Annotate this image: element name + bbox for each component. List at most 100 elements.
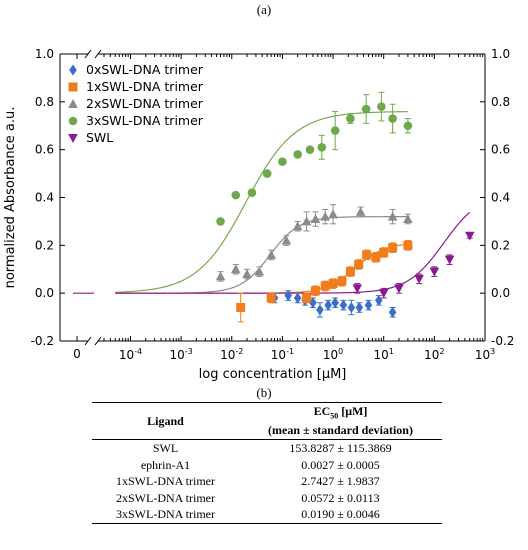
x-tick-label-exponent: 0 — [338, 347, 343, 356]
ligand-cell: 3xSWL-DNA trimer — [116, 507, 215, 522]
data-point — [464, 231, 475, 241]
x-tick-label-exponent: -3 — [185, 347, 193, 356]
panel-a-label: (a) — [256, 2, 272, 17]
ec50-header-unit: [μM] — [338, 404, 368, 418]
y-tick-label-left: -0.2 — [31, 334, 54, 348]
legend-label: 2xSWL-DNA trimer — [86, 96, 204, 111]
x-tick-label-base: 10 — [169, 348, 184, 362]
data-point — [254, 266, 265, 276]
ec50-header-note: (mean ± standard deviation) — [268, 423, 413, 438]
data-point — [266, 293, 276, 303]
axis-break-mark — [94, 336, 102, 346]
legend-label: 1xSWL-DNA trimer — [86, 79, 204, 94]
data-point — [278, 157, 287, 166]
data-point — [375, 294, 383, 306]
ec50-table: Ligand EC50 [μM] (mean ± standard deviat… — [92, 402, 442, 524]
ec50-cell: 0.0190 ± 0.0046 — [301, 507, 380, 522]
ec50-cell: 2.7427 ± 1.9837 — [301, 474, 380, 489]
data-point — [216, 217, 225, 226]
data-point — [377, 102, 386, 111]
data-point — [292, 221, 303, 231]
y-tick-label-right: 0.0 — [491, 286, 510, 300]
y-tick-label-right: 0.6 — [491, 143, 510, 157]
x-tick-label-exponent: 2 — [439, 347, 444, 356]
data-point — [364, 299, 373, 311]
y-tick-label-left: 0.4 — [35, 191, 54, 205]
legend-marker — [68, 82, 78, 92]
x-tick-label-exponent: 3 — [490, 347, 495, 356]
ligand-cell: SWL — [152, 441, 179, 456]
data-point — [345, 267, 355, 277]
x-tick-label-exponent: -1 — [286, 347, 294, 356]
data-point — [387, 211, 398, 221]
data-point — [378, 289, 389, 299]
data-point — [355, 206, 366, 216]
data-point — [429, 267, 440, 277]
legend-marker — [68, 116, 78, 126]
axis-break-mark — [84, 336, 92, 346]
x-tick-label-base: 10 — [220, 348, 235, 362]
ec50-header-label: EC — [313, 404, 331, 418]
data-point — [320, 281, 330, 291]
data-point — [231, 190, 241, 200]
data-point — [305, 145, 315, 154]
data-point — [317, 142, 327, 152]
legend-marker — [68, 99, 78, 108]
data-point — [331, 297, 339, 309]
y-tick-label-left: 1.0 — [35, 47, 54, 61]
y-tick-label-right: 1.0 — [491, 47, 510, 61]
y-tick-label-left: 0.6 — [35, 143, 54, 157]
ligand-cell: 1xSWL-DNA trimer — [116, 474, 215, 489]
ligand-cell: 2xSWL-DNA trimer — [116, 490, 215, 505]
table-row: 3xSWL-DNA trimer 0.0190 ± 0.0046 — [92, 506, 442, 523]
data-point — [301, 216, 312, 226]
data-point — [379, 248, 389, 258]
data-point — [320, 211, 331, 221]
ec50-column-header: EC50 [μM] (mean ± standard deviation) — [239, 403, 442, 440]
data-point — [281, 235, 292, 245]
data-point — [266, 249, 276, 259]
legend-label: 3xSWL-DNA trimer — [86, 113, 204, 128]
data-point — [215, 271, 226, 281]
data-point — [352, 284, 363, 294]
x-tick-label: 10-2 — [220, 347, 243, 362]
data-point — [330, 126, 340, 135]
fit-curve — [115, 211, 471, 294]
data-point — [339, 299, 348, 311]
table-row: 2xSWL-DNA trimer 0.0572 ± 0.0113 — [92, 490, 442, 507]
data-point — [230, 264, 241, 274]
x-tick-label-base: 10 — [271, 348, 286, 362]
y-tick-label-right: 0.4 — [491, 191, 510, 205]
data-point — [328, 279, 338, 289]
x-tick-label-exponent: -4 — [134, 347, 142, 356]
data-point — [354, 259, 364, 269]
dose-response-chart: -0.2 -0.2 0.0 0.0 0.2 0.2 0.4 0.4 0.6 0.6 0.8 0.8 1.… — [3, 47, 514, 382]
data-point — [403, 121, 413, 131]
table-row: ephrin-A1 0.0027 ± 0.0005 — [92, 457, 442, 474]
data-point — [236, 303, 246, 313]
ec50-cell: 0.0572 ± 0.0113 — [301, 490, 380, 505]
data-point — [371, 252, 381, 262]
legend-marker — [69, 64, 77, 76]
y-tick-label-left: 0.2 — [35, 238, 54, 252]
x-tick-label: 103 — [475, 347, 495, 362]
data-point — [444, 255, 455, 265]
table-row: SWL 153.8287 ± 115.3869 — [92, 440, 442, 457]
ligand-column-header: Ligand — [147, 413, 184, 428]
ec50-header-subscript: 50 — [330, 411, 339, 421]
x-tick-label-exponent: -2 — [235, 347, 243, 356]
axis-break-mark — [94, 49, 102, 59]
legend-label: 0xSWL-DNA trimer — [86, 62, 204, 77]
data-point — [310, 214, 321, 224]
x-tick-label: 10-1 — [271, 347, 294, 362]
y-tick-label-left: 0.0 — [35, 286, 54, 300]
x-tick-label: 101 — [374, 347, 394, 362]
x-tick-label-base: 10 — [475, 348, 490, 362]
x-tick-label: 100 — [323, 347, 343, 362]
legend-label: SWL — [86, 130, 113, 145]
x-tick-label-zero: 0 — [73, 347, 81, 361]
axis-break-mark — [84, 49, 92, 59]
ec50-cell: 0.0027 ± 0.0005 — [301, 457, 380, 472]
fit-curve — [115, 111, 408, 293]
x-tick-label: 102 — [424, 347, 444, 362]
